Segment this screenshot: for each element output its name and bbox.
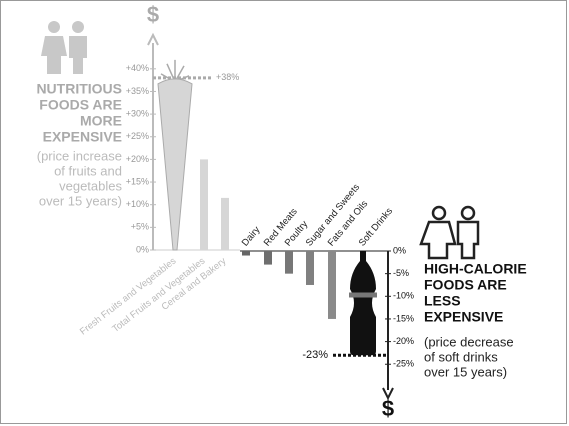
bar	[221, 198, 229, 250]
y-tick-label: +35%	[126, 86, 149, 96]
y-tick-label: +15%	[126, 176, 149, 186]
bar	[285, 251, 293, 274]
y-tick-label: -20%	[393, 336, 414, 346]
bar	[200, 159, 208, 250]
bar	[264, 251, 272, 265]
bar	[306, 251, 314, 285]
heading-line: NUTRITIOUS	[36, 81, 122, 97]
infographic: $0%+5%+10%+15%+20%+25%+30%+35%+40%Fresh …	[0, 0, 569, 426]
heading-line: EXPENSIVE	[424, 309, 503, 325]
note-line: (price increase	[37, 148, 122, 163]
heading-line: HIGH-CALORIE	[424, 261, 527, 277]
bar	[242, 251, 250, 256]
note-line: of fruits and	[54, 163, 122, 178]
heading-line: MORE	[80, 113, 122, 129]
y-tick-label: -15%	[393, 313, 414, 323]
reference-label: +38%	[216, 72, 239, 82]
y-tick-label: +5%	[131, 222, 149, 232]
heading-line: LESS	[424, 293, 461, 309]
bar	[328, 251, 336, 319]
y-tick-label: +25%	[126, 131, 149, 141]
y-tick-label: -5%	[393, 268, 409, 278]
y-tick-label: -10%	[393, 291, 414, 301]
heading-line: FOODS ARE	[424, 277, 507, 293]
y-tick-label: +10%	[126, 199, 149, 209]
heading-line: EXPENSIVE	[43, 129, 122, 145]
reference-label: -23%	[302, 349, 328, 361]
y-tick-label: +30%	[126, 108, 149, 118]
axis-symbol: $	[382, 396, 394, 421]
note-line: of soft drinks	[424, 349, 498, 364]
note-line: (price decrease	[424, 334, 514, 349]
note-line: vegetables	[59, 178, 122, 193]
y-tick-label: +40%	[126, 63, 149, 73]
note-line: over 15 years)	[39, 193, 122, 208]
y-tick-label: 0%	[136, 244, 149, 254]
y-tick-label: -25%	[393, 359, 414, 369]
y-tick-label: +20%	[126, 154, 149, 164]
y-tick-label: 0%	[393, 245, 406, 255]
heading-line: FOODS ARE	[39, 97, 122, 113]
axis-symbol: $	[147, 2, 159, 27]
note-line: over 15 years)	[424, 364, 507, 379]
